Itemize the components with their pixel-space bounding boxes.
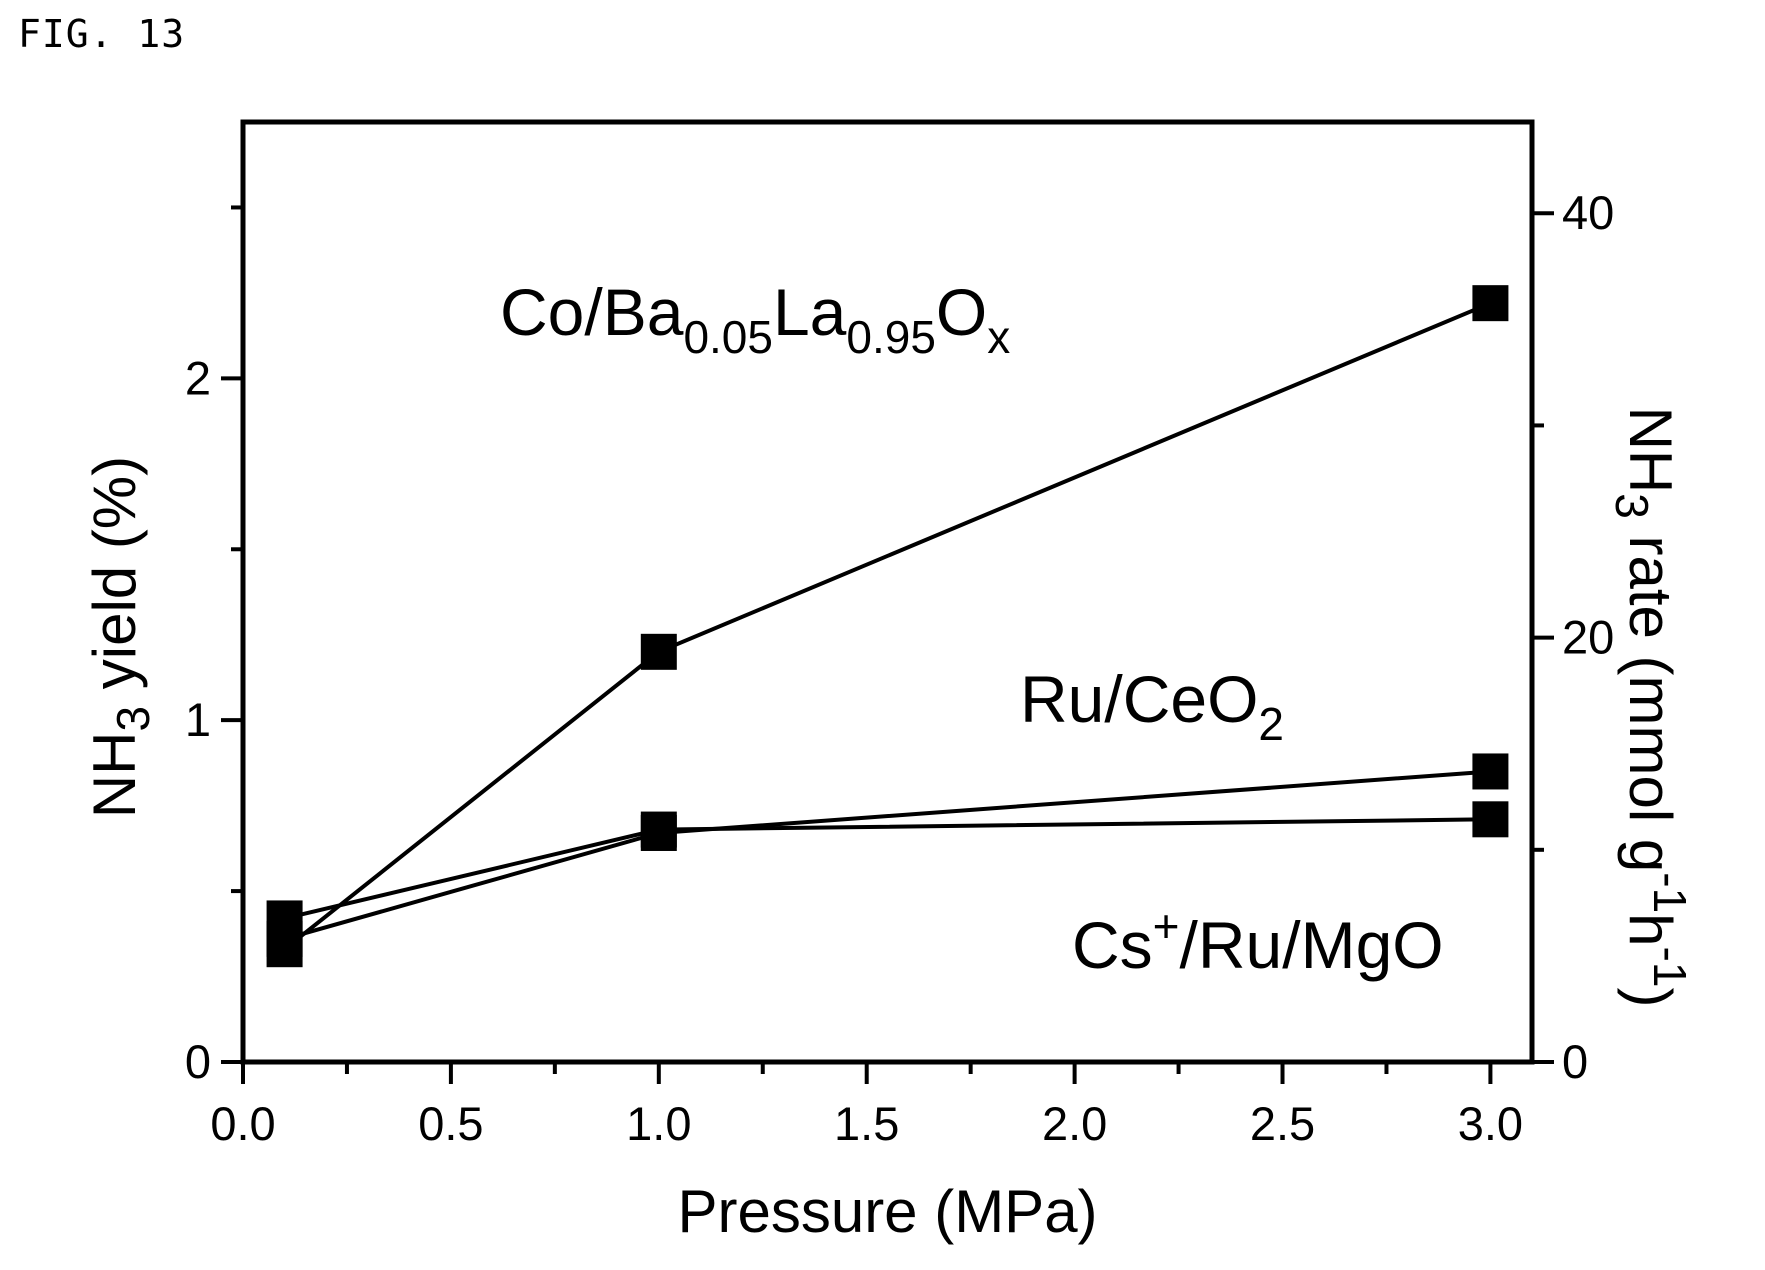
series-label-part: /Ru/MgO: [1180, 908, 1444, 982]
y2-tick-label: 0: [1562, 1035, 1588, 1088]
y2-axis-title-prefix: NH: [1617, 407, 1684, 494]
y-axis-title-sub: 3: [107, 706, 159, 732]
x-tick-label: 2.0: [1042, 1097, 1107, 1150]
plot-frame: [240, 119, 1535, 1065]
y2-axis-title: NH3 rate (mmol g-1h-1): [1606, 407, 1696, 1008]
series-0-point: [640, 633, 677, 670]
series-2-point: [1472, 801, 1509, 838]
series-label-2: Cs+/Ru/MgO: [1072, 900, 1444, 982]
series-label-part: La: [773, 275, 847, 349]
y-tick-label: 2: [185, 351, 211, 404]
series-label-1: Ru/CeO2: [1020, 662, 1284, 750]
series-lines: [283, 301, 1492, 951]
x-tick-label: 1.0: [626, 1097, 691, 1150]
y-axis-title-suffix: yield (%): [81, 456, 148, 706]
x-tick-label: 0.0: [210, 1097, 275, 1150]
y2-tick-label: 40: [1562, 186, 1614, 239]
y2-axis-title-mid: rate (mmol g: [1617, 519, 1684, 872]
series-label-part: +: [1153, 900, 1180, 952]
x-axis-title: Pressure (MPa): [677, 1178, 1097, 1245]
y-axis-title: NH3 yield (%): [81, 456, 159, 818]
series-2-point: [640, 811, 677, 848]
series-label-part: 2: [1258, 698, 1284, 750]
y2-axis-title-suffix: ): [1617, 987, 1684, 1007]
y2-axis-title-sup1: -1: [1644, 872, 1696, 913]
x-tick-label: 0.5: [418, 1097, 483, 1150]
x-tick-label: 2.5: [1250, 1097, 1315, 1150]
series-line-0: [283, 301, 1492, 951]
series-label-0: Co/Ba0.05La0.95Ox: [500, 275, 1010, 363]
x-tick-label: 3.0: [1458, 1097, 1523, 1150]
y-axis-title-prefix: NH: [81, 731, 148, 818]
series-line-2: [284, 817, 1491, 921]
series-label-part: Co/Ba: [500, 275, 684, 349]
series-2-point: [266, 900, 303, 937]
series-label-part: Cs: [1072, 908, 1153, 982]
y-tick-label: 1: [185, 693, 211, 746]
figure-label: FIG. 13: [18, 12, 186, 56]
series-markers: [266, 285, 1509, 968]
y2-axis-title-mid2: h: [1617, 913, 1684, 946]
series-label-part: Ru/CeO: [1020, 662, 1258, 736]
series-1-point: [1472, 753, 1509, 790]
y-tick-label: 0: [185, 1035, 211, 1088]
y2-tick-label: 20: [1562, 611, 1614, 664]
series-0-point: [1472, 285, 1509, 322]
series-label-part: x: [987, 311, 1010, 363]
series-labels: Co/Ba0.05La0.95Ox Ru/CeO2 Cs+/Ru/MgO: [500, 275, 1444, 982]
y2-axis-title-sub: 3: [1606, 493, 1658, 519]
x-tick-label: 1.5: [834, 1097, 899, 1150]
series-label-part: 0.95: [846, 311, 936, 363]
series-label-part: 0.05: [683, 311, 773, 363]
series-label-part: O: [936, 275, 987, 349]
y2-axis-title-sup2: -1: [1644, 947, 1696, 988]
